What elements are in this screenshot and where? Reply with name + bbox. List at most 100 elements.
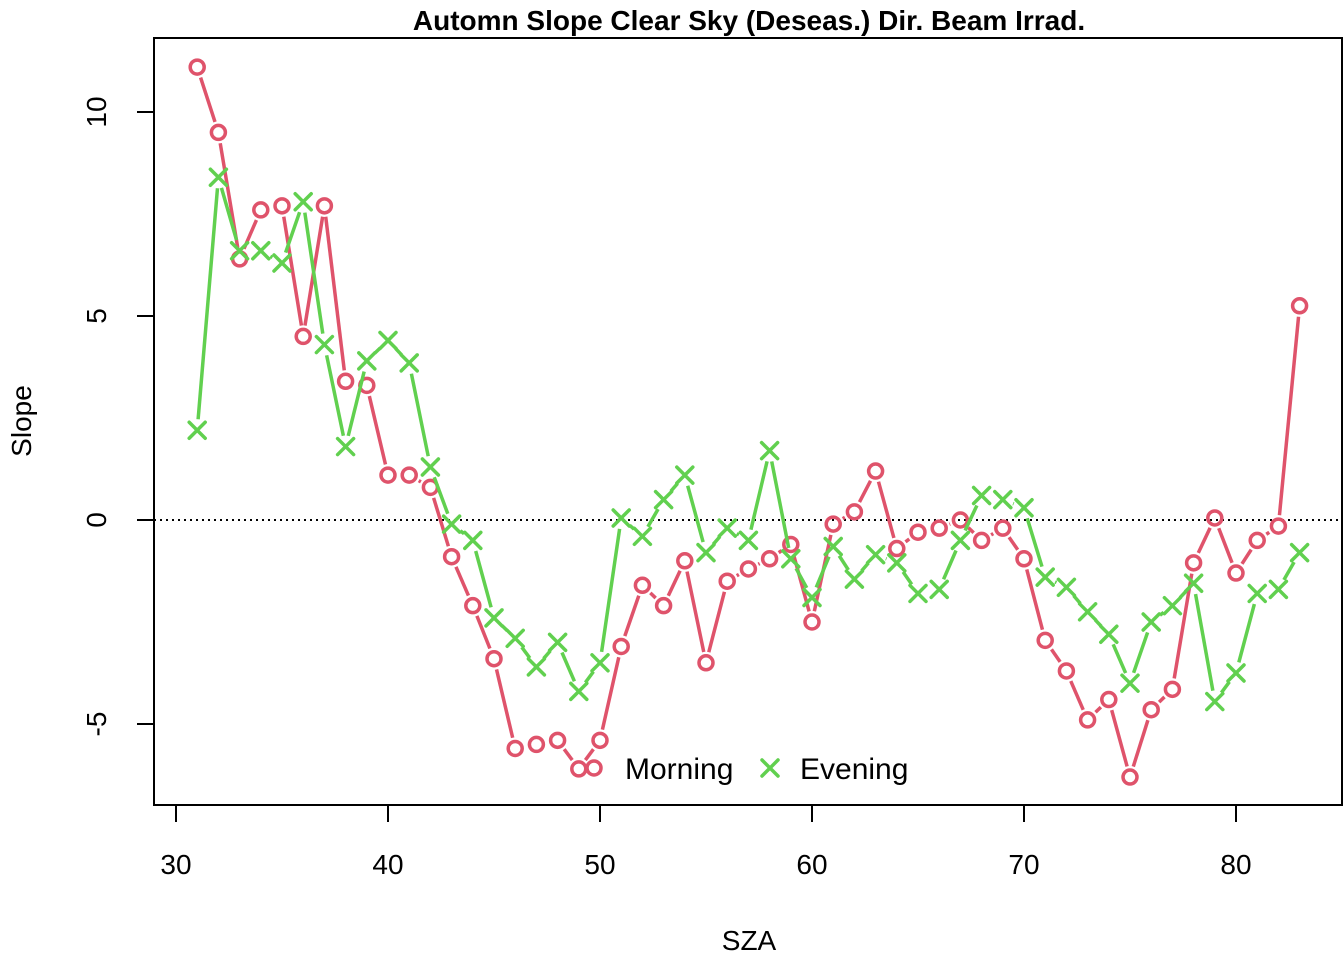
morning-point: [315, 197, 334, 215]
evening-point: [272, 253, 292, 273]
y-tick-label: 5: [81, 308, 112, 324]
x-tick-label: 60: [796, 849, 827, 880]
evening-line-segment: [303, 212, 325, 334]
legend-marker-evening: [760, 758, 780, 778]
morning-point: [1015, 550, 1033, 568]
point-marker-stroke: [569, 681, 589, 702]
evening-point: [314, 334, 335, 355]
morning-point: [464, 596, 482, 615]
point-marker-stroke: [1141, 612, 1161, 632]
point-marker-stroke: [1014, 498, 1034, 518]
point-marker-stroke: [781, 549, 801, 569]
morning-line-segment: [600, 656, 621, 730]
point-marker-stroke: [844, 569, 865, 589]
evening-point: [505, 628, 525, 649]
morning-line-segment: [1277, 316, 1301, 516]
morning-point: [612, 637, 630, 656]
evening-point: [823, 536, 843, 557]
morning-line-segment: [417, 479, 422, 484]
morning-point: [1142, 700, 1160, 719]
x-tick-label: 50: [584, 849, 615, 880]
legend-label-evening: Evening: [800, 753, 908, 786]
evening-point: [251, 240, 271, 261]
point-marker-stroke: [950, 530, 971, 551]
morning-point: [400, 466, 418, 484]
morning-point: [951, 511, 970, 529]
point-marker-stroke: [993, 489, 1013, 510]
point-marker-stroke: [251, 240, 271, 261]
evening-line-segment: [346, 371, 366, 437]
morning-line-segment: [1172, 573, 1194, 679]
morning-point: [633, 576, 652, 595]
morning-line-segment: [1196, 527, 1212, 554]
evening-point: [675, 465, 695, 485]
evening-point: [950, 530, 971, 551]
morning-line-segment: [1265, 530, 1271, 536]
evening-line-segment: [1025, 517, 1044, 568]
evening-point: [1162, 595, 1183, 616]
evening-point: [569, 681, 589, 702]
evening-point: [611, 508, 631, 528]
morning-point: [1290, 297, 1309, 315]
point-marker-stroke: [293, 192, 313, 212]
morning-line-segment: [666, 569, 682, 597]
morning-line-segment: [735, 572, 740, 578]
morning-point: [442, 547, 461, 566]
morning-point: [866, 462, 885, 480]
point-marker-stroke: [526, 657, 547, 677]
morning-point: [336, 372, 355, 391]
morning-point: [1163, 680, 1182, 699]
evening-line-segment: [474, 550, 493, 608]
morning-point: [930, 519, 948, 537]
morning-point: [548, 731, 567, 750]
morning-point: [252, 201, 270, 219]
morning-line-segment: [857, 479, 873, 503]
evening-point: [1077, 602, 1098, 622]
morning-point: [739, 560, 758, 578]
x-tick-label: 70: [1008, 849, 1039, 880]
y-axis: -5 0 5 10: [81, 96, 155, 737]
evening-line-segment: [963, 504, 979, 532]
morning-point: [1057, 662, 1076, 680]
evening-point: [908, 583, 928, 604]
evening-line-segment: [583, 670, 595, 684]
evening-point: [781, 549, 801, 569]
evening-point: [1056, 577, 1077, 598]
morning-point: [294, 327, 312, 346]
evening-point: [759, 440, 780, 461]
evening-line-segment: [599, 528, 622, 653]
morning-point: [994, 519, 1012, 537]
morning-point: [506, 739, 524, 758]
evening-point: [1226, 663, 1246, 683]
morning-line-segment: [876, 481, 896, 539]
point-marker-stroke: [420, 457, 441, 477]
legend-item-evening: Evening: [760, 753, 908, 786]
morning-point: [824, 515, 842, 533]
point-marker-stroke: [696, 542, 716, 563]
y-tick-label: -5: [81, 712, 112, 737]
morning-point: [697, 654, 715, 672]
morning-line-segment: [649, 591, 657, 600]
evening-line-segment: [409, 373, 430, 457]
morning-line-segment: [623, 595, 641, 637]
morning-point: [527, 735, 546, 754]
point-marker-stroke: [399, 353, 419, 373]
morning-line-segment: [562, 748, 574, 762]
series-evening: [187, 167, 1310, 712]
evening-point: [378, 330, 398, 351]
point-marker-stroke: [505, 628, 525, 649]
evening-point: [887, 553, 907, 573]
point-marker-stroke: [887, 553, 907, 573]
point-marker-stroke: [208, 167, 229, 188]
morning-line-segment: [475, 615, 492, 650]
morning-point: [1036, 631, 1054, 650]
morning-point: [379, 466, 397, 484]
evening-point: [1268, 579, 1289, 600]
morning-line-segment: [707, 591, 727, 653]
point-marker-stroke: [378, 330, 398, 351]
point-marker-stroke: [1120, 673, 1140, 693]
point-marker-stroke: [632, 526, 653, 547]
point-marker-stroke: [1205, 691, 1225, 712]
morning-line-segment: [1025, 568, 1045, 631]
x-tick-label: 30: [160, 849, 191, 880]
